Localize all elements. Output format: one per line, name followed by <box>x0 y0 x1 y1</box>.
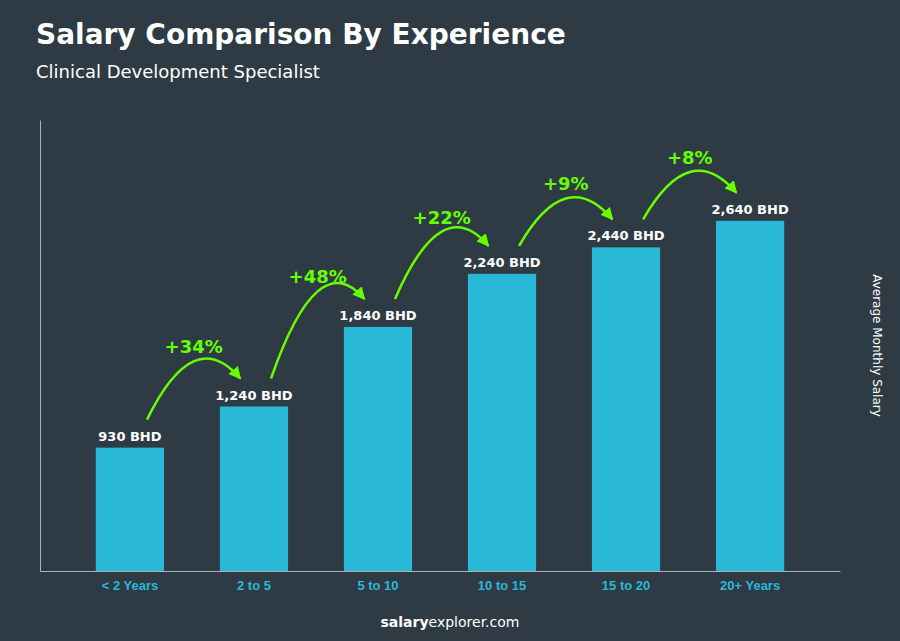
x-axis: < 2 Years 2 to 5 5 to 10 10 to 15 15 to 20 20… <box>41 571 841 593</box>
data-label: 2,440 BHD <box>587 228 664 243</box>
data-label: 930 BHD <box>98 429 161 444</box>
y-axis-title: Average Monthly Salary <box>870 274 884 417</box>
annotation-arrow <box>519 197 612 246</box>
data-label: 2,640 BHD <box>711 202 788 217</box>
annotations: +34% +48% +22% +9% +8% <box>147 147 736 420</box>
bar <box>716 221 784 571</box>
x-tick: 2 to 5 <box>237 571 271 593</box>
footer-bold: salary <box>381 614 429 630</box>
annotation-label: +9% <box>543 173 589 194</box>
annotation-label: +34% <box>165 336 223 357</box>
x-tick-label: 5 to 10 <box>357 578 398 593</box>
bar <box>220 407 288 571</box>
chart-root: Salary Comparison By Experience Clinical … <box>0 0 900 641</box>
x-tick: 20+ Years <box>720 571 780 593</box>
bar <box>468 274 536 571</box>
annotation-label: +48% <box>289 266 347 287</box>
subtitle: Clinical Development Specialist <box>36 61 320 82</box>
x-axis-line <box>41 571 841 572</box>
y-axis <box>40 121 41 572</box>
data-label: 1,240 BHD <box>215 388 292 403</box>
x-tick: 10 to 15 <box>478 571 526 593</box>
footer-normal: explorer.com <box>429 614 520 630</box>
bar <box>96 448 164 571</box>
annotation-arrow <box>643 171 736 220</box>
x-tick: < 2 Years <box>102 571 159 593</box>
annotation-arrow <box>395 227 488 299</box>
x-tick-label: 2 to 5 <box>237 578 271 593</box>
x-tick: 5 to 10 <box>357 571 398 593</box>
annotation-label: +8% <box>667 147 713 168</box>
annotation-arrow <box>147 359 240 420</box>
data-labels: 930 BHD 1,240 BHD 1,840 BHD 2,240 BHD 2,440 … <box>98 202 789 444</box>
x-tick: 15 to 20 <box>602 571 650 593</box>
bar <box>592 247 660 571</box>
title: Salary Comparison By Experience <box>36 18 566 51</box>
x-tick-label: 20+ Years <box>720 578 780 593</box>
data-label: 2,240 BHD <box>463 255 540 270</box>
x-tick-label: < 2 Years <box>102 578 159 593</box>
annotation-arrow <box>271 283 364 379</box>
data-label: 1,840 BHD <box>339 308 416 323</box>
y-axis-line <box>40 121 41 572</box>
x-tick-label: 15 to 20 <box>602 578 650 593</box>
footer: salaryexplorer.com <box>381 614 520 630</box>
x-tick-label: 10 to 15 <box>478 578 526 593</box>
bars <box>96 221 784 571</box>
bar <box>344 327 412 571</box>
background <box>0 0 900 641</box>
annotation-label: +22% <box>413 207 471 228</box>
